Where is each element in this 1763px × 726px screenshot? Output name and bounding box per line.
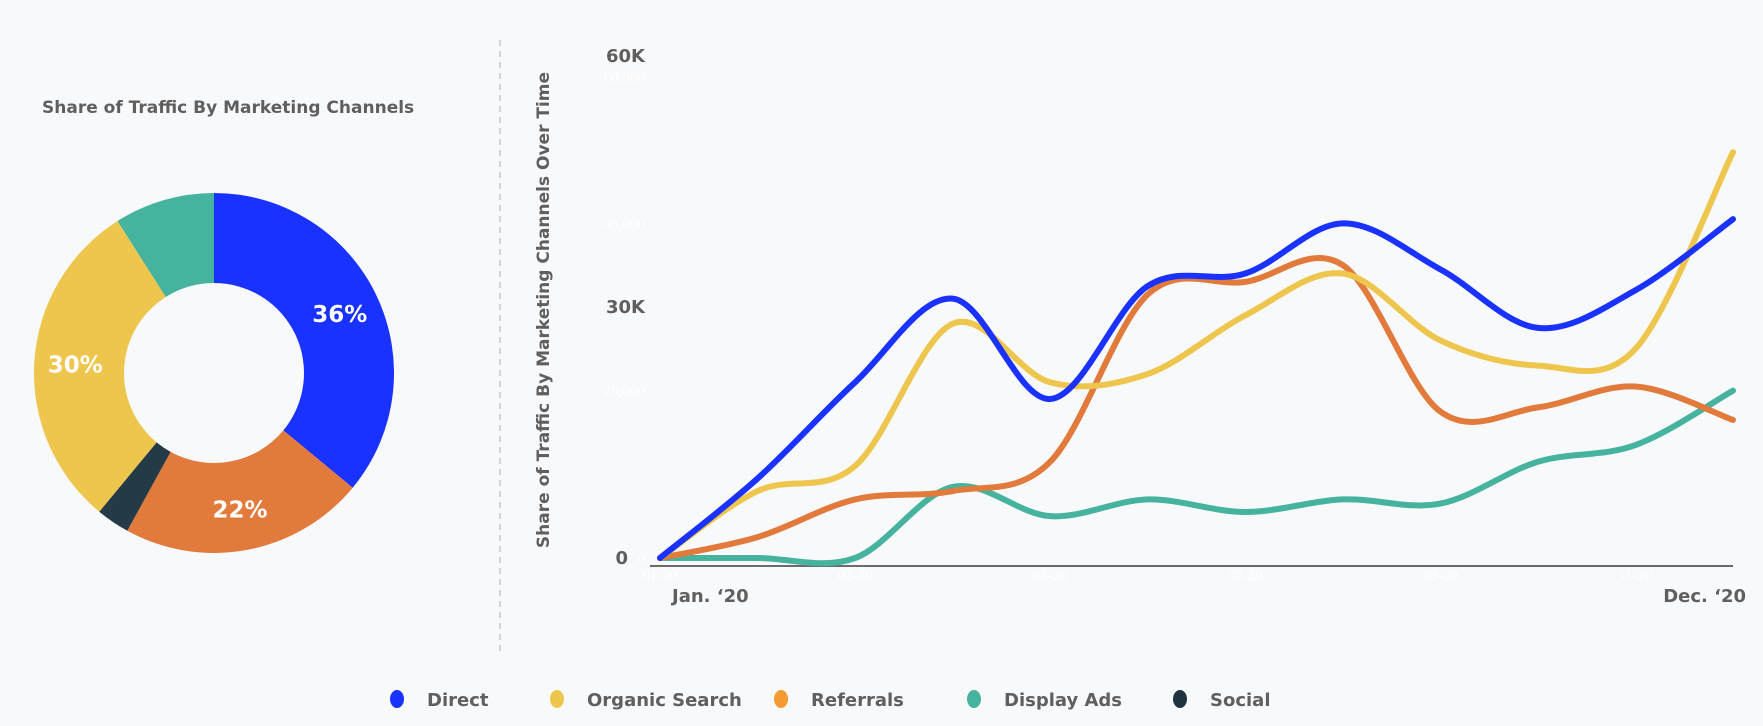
series-line-display-ads[interactable] [657, 387, 1736, 567]
faint-x-tick: 09-20 [1423, 568, 1458, 584]
faint-y-tick: 0 [638, 552, 646, 568]
legend-dot [774, 690, 788, 708]
donut-slice-label: 36% [312, 302, 367, 328]
series-line-organic-search[interactable] [657, 149, 1736, 561]
faint-x-tick: 07-20 [1228, 568, 1263, 584]
faint-x-tick: 03-20 [838, 568, 873, 584]
y-tick-label: 30K [606, 297, 646, 318]
donut-slice-direct[interactable] [214, 193, 394, 488]
donut-slice-display-ads[interactable] [117, 193, 214, 298]
legend-item-organic-search[interactable]: Organic Search [550, 690, 742, 711]
legend-dot [967, 690, 981, 708]
y-tick-label: 0 [615, 548, 628, 569]
legend-item-social[interactable]: Social [1173, 690, 1271, 711]
faint-x-tick: 11-20 [1618, 568, 1652, 584]
donut-slice-referrals[interactable] [127, 430, 353, 554]
legend-label: Direct [427, 690, 489, 711]
donut-title: Share of Traffic By Marketing Channels [42, 98, 414, 118]
legend-label: Social [1210, 690, 1271, 711]
legend-item-direct[interactable]: Direct [390, 690, 489, 711]
faint-y-tick: 60,000 [604, 70, 645, 86]
legend-item-display-ads[interactable]: Display Ads [967, 690, 1122, 711]
donut-slice-social[interactable] [99, 442, 171, 531]
donut-slice-label: 30% [48, 352, 103, 378]
faint-y-tick: 40,000 [604, 216, 645, 232]
x-label-start: Jan. ‘20 [670, 586, 749, 607]
legend-dot [1173, 690, 1187, 708]
series-line-referrals[interactable] [657, 255, 1736, 561]
x-label-end: Dec. ‘20 [1663, 586, 1746, 607]
legend-dot [550, 690, 564, 708]
donut-slice-organic-search[interactable] [33, 221, 166, 512]
faint-y-tick: 20,000 [604, 384, 645, 400]
donut-chart: 36% 22% 30% [33, 193, 394, 554]
legend: Direct Organic Search Referrals Display Ads… [390, 690, 1271, 711]
legend-dot [390, 690, 404, 708]
line-y-axis-title: Share of Traffic By Marketing Channels O… [534, 72, 554, 548]
legend-label: Referrals [811, 690, 904, 711]
legend-label: Display Ads [1004, 690, 1122, 711]
faint-x-tick: 05-20 [1033, 568, 1068, 584]
line-chart: 0 20,000 40,000 60,000 01-20 03-20 05-20 07-20 0… [604, 46, 1736, 584]
legend-label: Organic Search [587, 690, 742, 711]
legend-item-referrals[interactable]: Referrals [774, 690, 904, 711]
faint-x-tick: 01-20 [643, 568, 678, 584]
y-tick-label: 60K [606, 46, 646, 67]
series-line-direct[interactable] [657, 216, 1736, 561]
donut-slice-label: 22% [213, 498, 268, 524]
